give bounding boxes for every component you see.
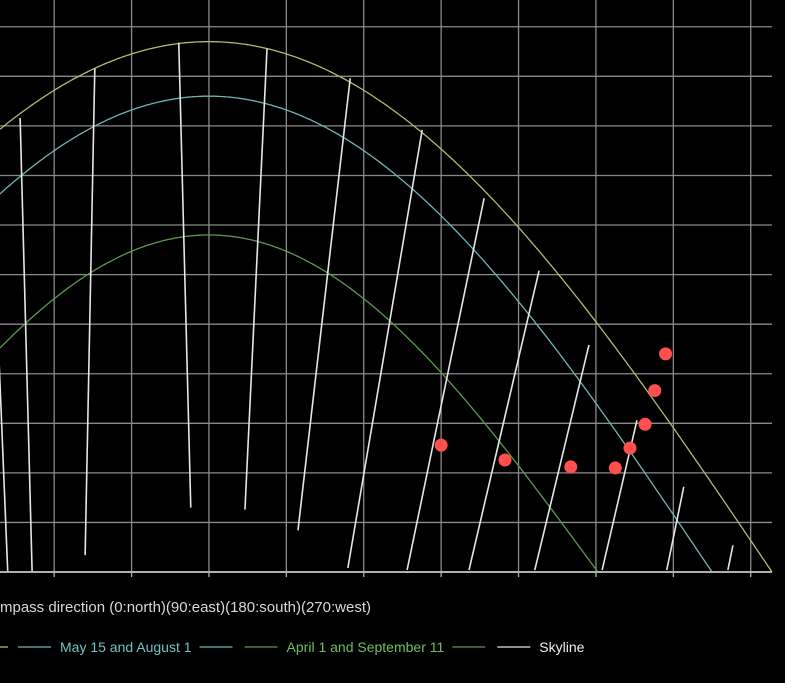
legend-label: May 15 and August 1 bbox=[60, 639, 192, 655]
hour-line bbox=[0, 364, 9, 573]
hour-line bbox=[406, 198, 485, 571]
legend-label: Skyline bbox=[539, 639, 584, 655]
sun-curve-1 bbox=[0, 95, 713, 573]
sun-curve-2 bbox=[0, 234, 599, 573]
grid bbox=[0, 0, 772, 572]
hour-lines bbox=[0, 42, 734, 573]
sun-curve-0 bbox=[0, 40, 773, 573]
hour-line bbox=[19, 117, 33, 573]
obstacle-point bbox=[648, 384, 662, 398]
hour-line bbox=[665, 486, 685, 571]
hour-line bbox=[468, 270, 540, 571]
hour-line bbox=[297, 78, 352, 531]
obstacle-point bbox=[608, 461, 622, 475]
obstacle-point bbox=[638, 417, 652, 431]
obstacle-point bbox=[434, 438, 448, 452]
sun-curves bbox=[0, 40, 773, 573]
obstacle-point bbox=[564, 460, 578, 474]
hour-line bbox=[84, 68, 96, 556]
obstacle-point bbox=[623, 441, 637, 455]
obstacle-point bbox=[659, 347, 673, 361]
hour-line bbox=[727, 545, 734, 571]
hour-line bbox=[534, 344, 590, 571]
hour-line bbox=[244, 48, 268, 510]
legend-label: April 1 and September 11 bbox=[287, 639, 445, 655]
hour-line bbox=[347, 129, 423, 569]
x-axis bbox=[0, 571, 772, 577]
hour-line bbox=[177, 42, 192, 508]
obstacle-points bbox=[434, 347, 673, 475]
obstacle-point bbox=[498, 453, 512, 467]
x-axis-title: mpass direction (0:north)(90:east)(180:s… bbox=[0, 599, 371, 616]
legend: May 15 and August 1 April 1 and September… bbox=[0, 639, 585, 655]
